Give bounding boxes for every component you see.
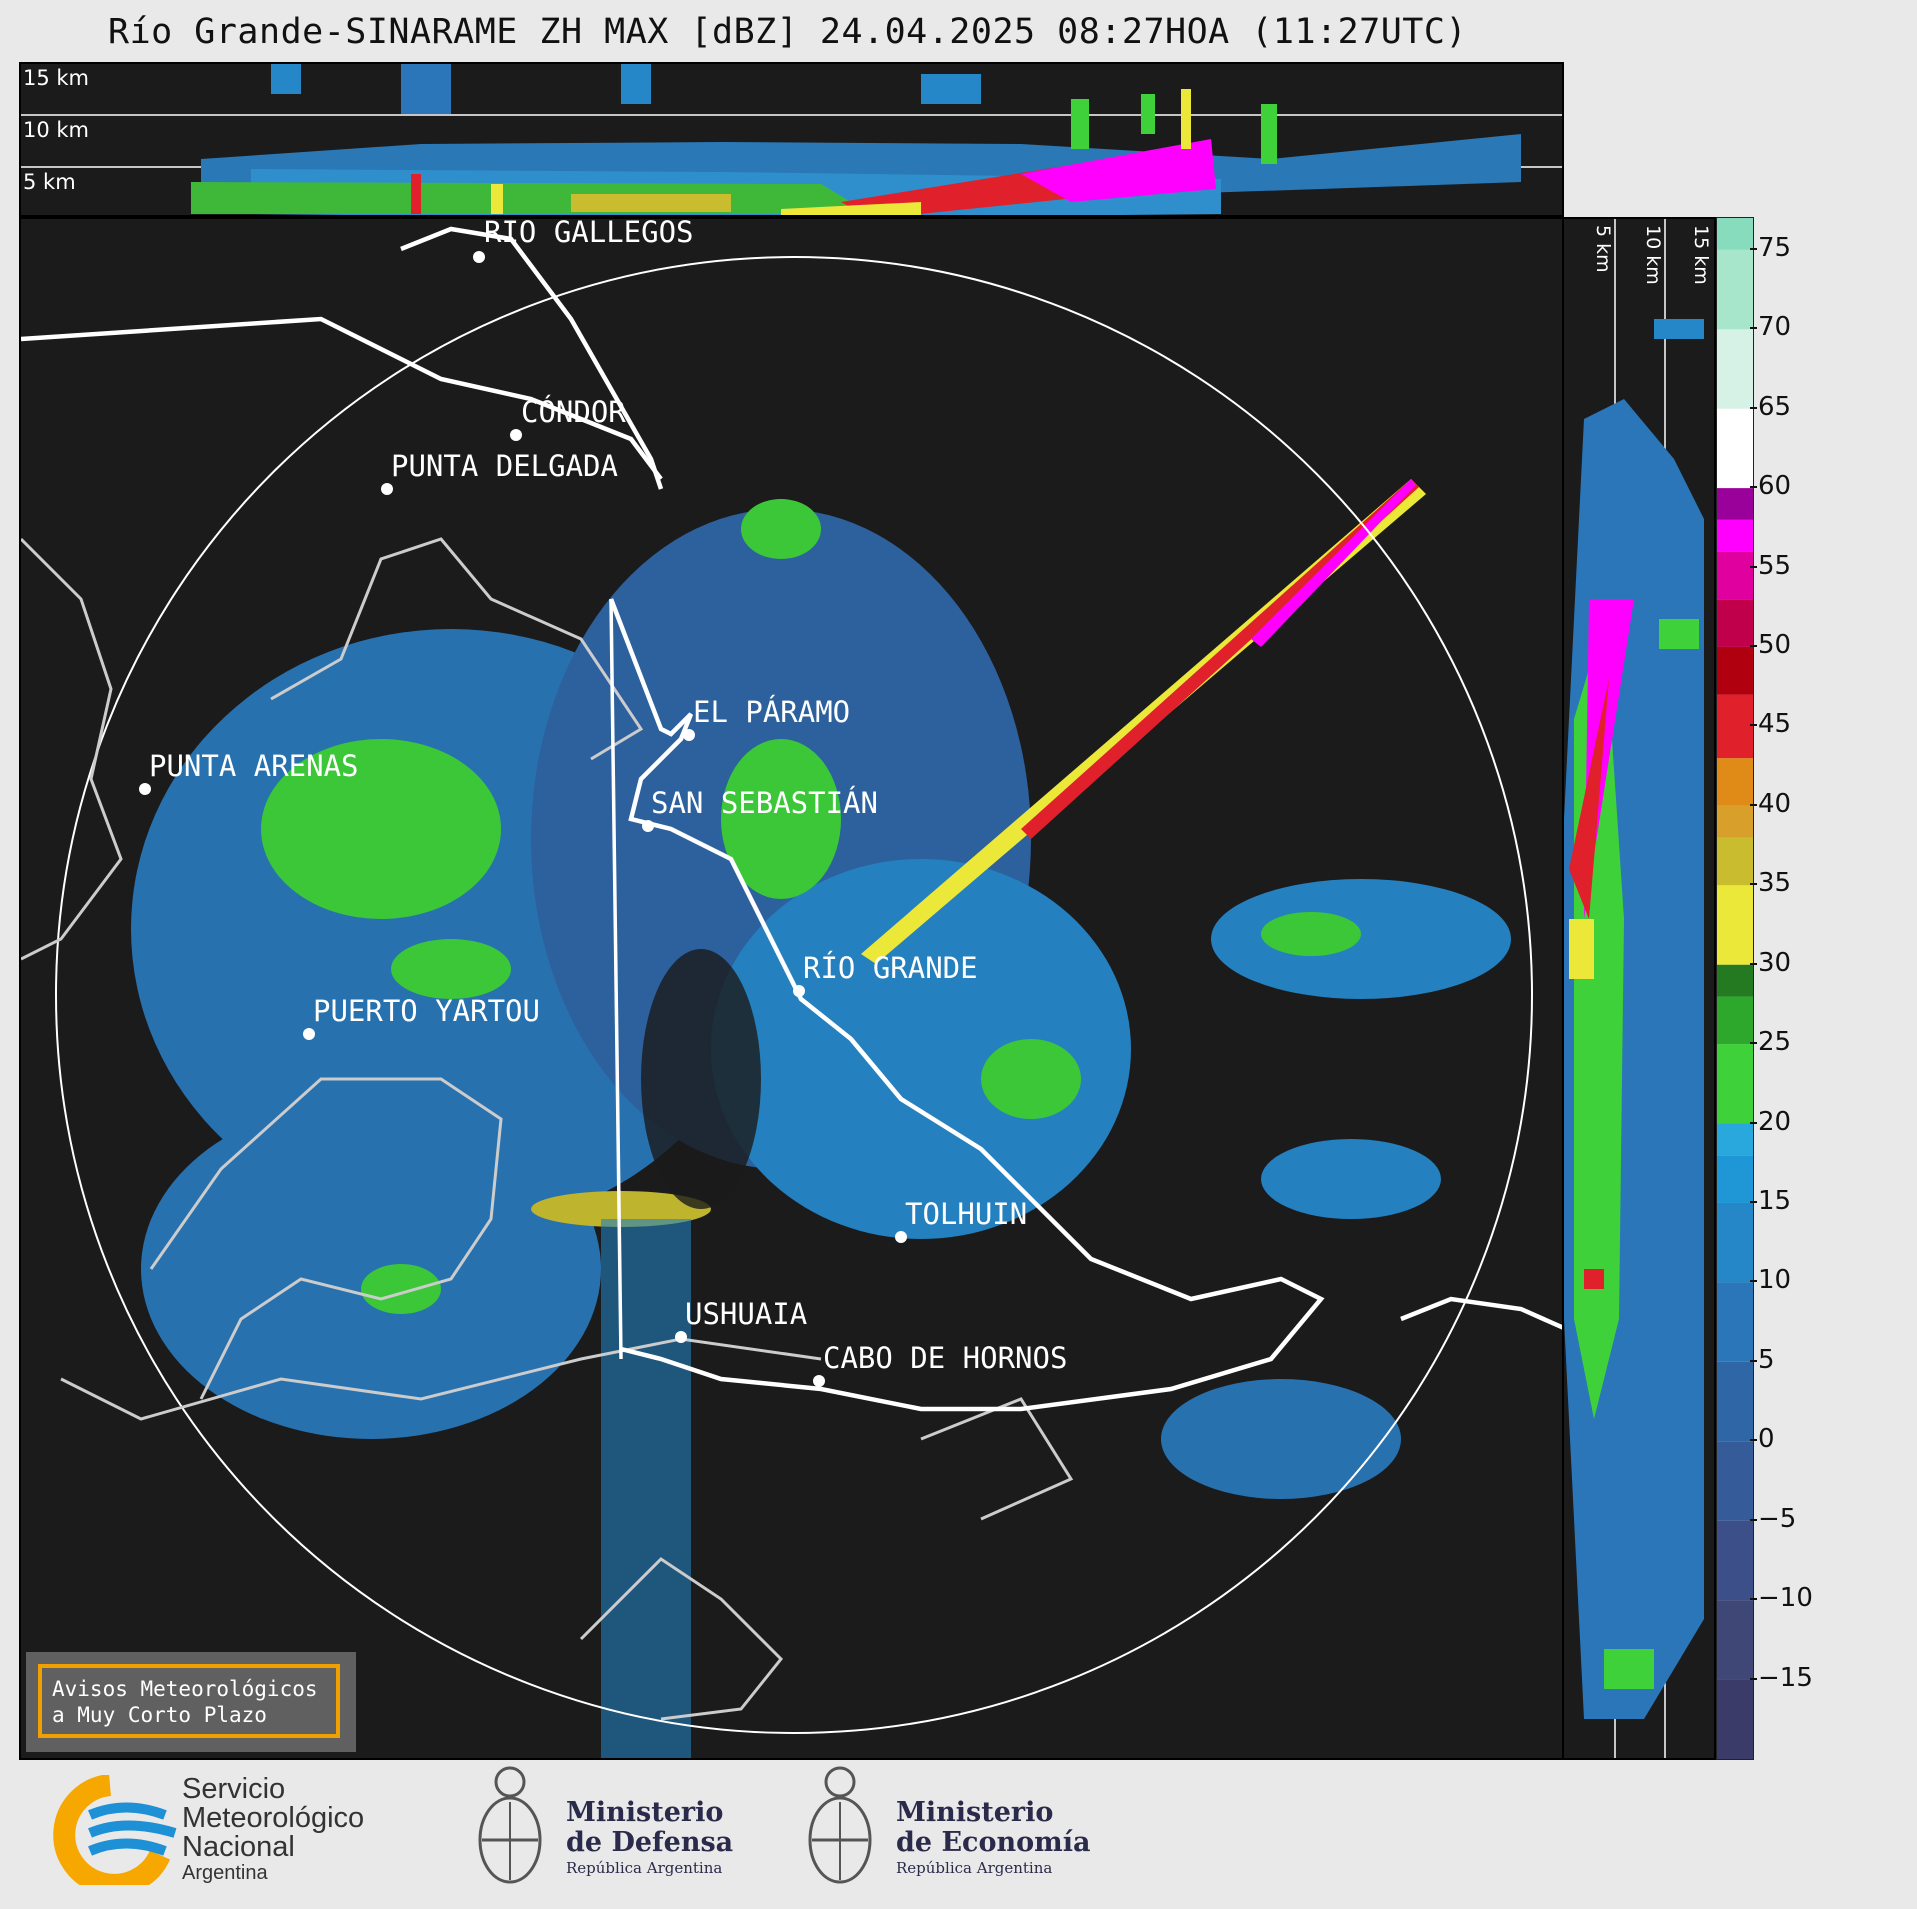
side-height-profile-panel: 5 km 10 km 15 km [1564,217,1716,1760]
economia-line-2: de Economía [896,1827,1091,1858]
economia-logo: Ministerio de Economía República Argenti… [800,1760,1100,1900]
radar-map [21,226,1562,1758]
colorbar-segment [1717,996,1753,1045]
notice-line-1: Avisos Meteorológicos [52,1677,318,1701]
colorbar-tick-label: 35 [1749,868,1792,899]
colorbar-segment [1717,1441,1753,1521]
smn-line-1: Servicio [182,1773,286,1805]
colorbar-segment [1717,837,1753,886]
colorbar-tick-label: 50 [1749,629,1792,660]
colorbar-segment [1717,1520,1753,1601]
colorbar-tick-label: 75 [1749,232,1792,263]
place-label-ushuaia: USHUAIA [685,1297,808,1331]
colorbar-segment [1717,599,1753,647]
colorbar-segment [1717,408,1753,489]
colorbar-tick-label: 70 [1749,312,1792,343]
colorbar-tick-label: 55 [1749,550,1792,581]
colorbar-tick-label: 30 [1749,947,1792,978]
coat-of-arms-icon [478,1766,542,1884]
colorbar-segment [1717,1123,1753,1156]
defensa-line-3: República Argentina [566,1859,723,1877]
colorbar-segment [1717,551,1753,600]
borders-and-coast [21,226,1562,1412]
smn-logo: Servicio Meteorológico Nacional Argentin… [50,1775,410,1885]
place-label-cabo-de-hornos: CABO DE HORNOS [823,1341,1068,1375]
colorbar-segment [1717,249,1753,330]
colorbar-tick-label: −10 [1750,1583,1813,1614]
notice-box: Avisos Meteorológicos a Muy Corto Plazo [26,1652,356,1752]
colorbar-segment [1717,1361,1753,1442]
coat-of-arms-icon [808,1766,872,1884]
place-label-rio-grande: RÍO GRANDE [803,951,978,985]
place-label-el-paramo: EL PÁRAMO [693,695,851,729]
colorbar-segment [1717,218,1753,250]
colorbar-segment [1717,805,1753,838]
colorbar-segment [1717,1044,1753,1124]
colorbar-tick-label: 60 [1749,471,1792,502]
colorbar-segment [1717,1282,1753,1362]
colorbar-tick-label: 45 [1749,709,1792,740]
place-label-punta-delgada: PUNTA DELGADA [391,449,618,483]
radar-map-panel: RÍO GALLEGOS CÓNDOR PUNTA DELGADA EL PÁR… [19,217,1564,1760]
colorbar-tick-label: 10 [1749,1265,1792,1296]
colorbar-segment [1717,1600,1753,1680]
colorbar-tick-label: 20 [1749,1106,1792,1137]
defensa-logo: Ministerio de Defensa República Argentin… [470,1760,770,1900]
colorbar-tick-label: 15 [1749,1185,1792,1216]
notice-line-2: a Muy Corto Plazo [52,1703,267,1727]
side-height-label-5km: 5 km [1592,225,1614,273]
range-ring [55,256,1533,1734]
colorbar-segment [1717,329,1753,409]
height-label-5km: 5 km [23,170,76,194]
place-label-rio-gallegos: RÍO GALLEGOS [484,217,694,249]
colorbar-segment [1717,1155,1753,1203]
top-height-profile-panel: 15 km 10 km 5 km [19,62,1564,217]
side-height-label-15km: 15 km [1690,225,1712,285]
colorbar-segment [1717,885,1753,965]
colorbar-segment [1717,488,1753,520]
smn-line-3: Nacional [182,1831,295,1863]
colorbar-segment [1717,694,1753,759]
place-label-san-sebastian: SAN SEBASTIÁN [651,786,878,820]
colorbar-segment [1717,646,1753,695]
place-label-puerto-yartou: PUERTO YARTOU [313,994,540,1028]
place-markers [139,251,907,1387]
colorbar-tick-label: −15 [1750,1662,1813,1693]
economia-line-3: República Argentina [896,1859,1053,1877]
smn-line-4: Argentina [182,1862,268,1884]
colorbar-gradient [1717,218,1753,1759]
economia-line-1: Ministerio [896,1797,1054,1828]
height-label-10km: 10 km [23,118,90,142]
colorbar-tick-label: 40 [1749,788,1792,819]
colorbar-tick-label: −5 [1749,1503,1797,1534]
reflectivity-colorbar [1716,217,1754,1760]
height-label-15km: 15 km [23,66,90,90]
smn-line-2: Meteorológico [182,1802,365,1834]
map-title: Río Grande-SINARAME ZH MAX [dBZ] 24.04.2… [108,12,1468,52]
side-height-label-10km: 10 km [1642,225,1664,285]
border-line [609,598,623,1360]
smn-logo-icon [53,1775,177,1885]
defensa-line-1: Ministerio [566,1797,724,1828]
colorbar-segment [1717,1202,1753,1283]
colorbar-segment [1717,519,1753,552]
colorbar-tick-label: 65 [1749,391,1792,422]
place-label-punta-arenas: PUNTA ARENAS [149,749,359,783]
reflectivity-field [131,499,1511,1758]
defensa-line-2: de Defensa [566,1827,734,1858]
place-label-condor: CÓNDOR [521,395,626,429]
colorbar-tick-label: 5 [1750,1344,1775,1375]
colorbar-segment [1717,964,1753,997]
colorbar-tick-label: 0 [1750,1424,1775,1455]
colorbar-segment [1717,1679,1753,1759]
colorbar-segment [1717,758,1753,806]
place-label-tolhuin: TOLHUIN [905,1197,1028,1231]
colorbar-tick-label: 25 [1749,1027,1792,1058]
side-profile-echoes [1564,219,1704,1758]
top-profile-echoes [21,64,1562,215]
